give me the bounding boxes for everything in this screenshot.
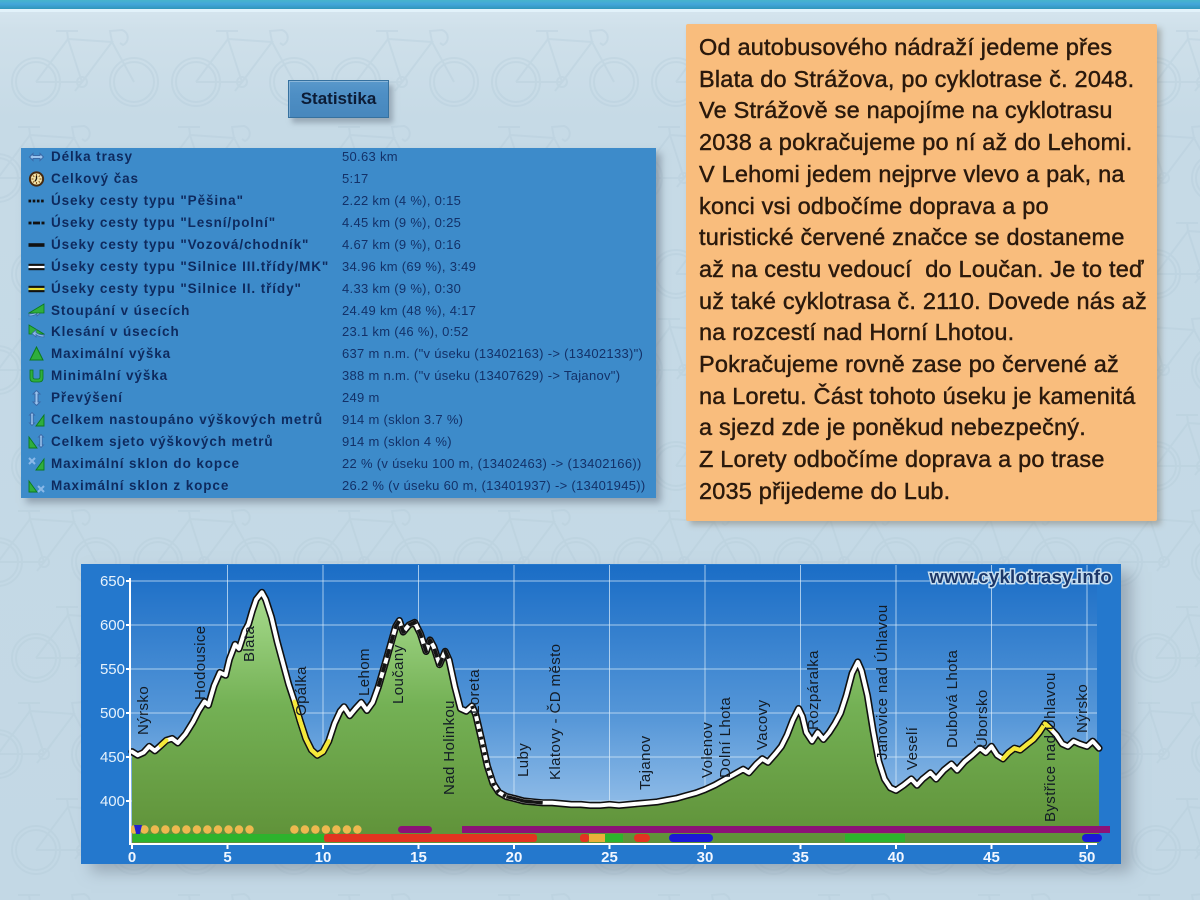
svg-text:Klatovy - ČD město: Klatovy - ČD město xyxy=(547,644,564,780)
svg-text:Lehom: Lehom xyxy=(356,648,373,696)
svg-text:40: 40 xyxy=(888,849,905,864)
svg-text:Tajanov: Tajanov xyxy=(637,735,654,790)
svg-text:Dolní Lhota: Dolní Lhota xyxy=(717,697,734,778)
svg-text:400: 400 xyxy=(100,793,125,810)
svg-text:30: 30 xyxy=(697,849,714,864)
svg-text:Hodousice: Hodousice xyxy=(192,626,209,700)
svg-text:Dubová Lhota: Dubová Lhota xyxy=(944,650,961,748)
svg-text:Rozpáralka: Rozpáralka xyxy=(805,650,822,730)
svg-text:Opálka: Opálka xyxy=(293,666,310,716)
svg-text:Loreta: Loreta xyxy=(466,669,483,714)
svg-text:Úborsko: Úborsko xyxy=(974,689,991,748)
svg-text:Nad Holinkou: Nad Holinkou xyxy=(441,700,458,795)
svg-text:5: 5 xyxy=(223,849,231,864)
svg-text:650: 650 xyxy=(100,573,125,590)
svg-text:Bystřice nad Úhlavou: Bystřice nad Úhlavou xyxy=(1042,672,1059,822)
svg-text:10: 10 xyxy=(315,849,332,864)
svg-text:Nýrsko: Nýrsko xyxy=(1074,684,1091,733)
svg-text:45: 45 xyxy=(983,849,1000,864)
svg-text:600: 600 xyxy=(100,617,125,634)
svg-text:20: 20 xyxy=(506,849,523,864)
svg-text:Veselí: Veselí xyxy=(904,726,921,770)
svg-text:35: 35 xyxy=(792,849,809,864)
svg-text:Blata: Blata xyxy=(241,626,258,662)
svg-text:Luby: Luby xyxy=(515,743,532,777)
svg-text:Vacovy: Vacovy xyxy=(754,699,771,750)
svg-text:Loučany: Loučany xyxy=(390,644,407,704)
svg-text:550: 550 xyxy=(100,661,125,678)
svg-text:www.cyklotrasy.info: www.cyklotrasy.info xyxy=(928,566,1112,587)
svg-text:Volenov: Volenov xyxy=(699,722,716,778)
svg-text:25: 25 xyxy=(601,849,618,864)
svg-text:15: 15 xyxy=(410,849,427,864)
svg-text:Janovice nad Úhlavou: Janovice nad Úhlavou xyxy=(874,604,891,760)
svg-text:50: 50 xyxy=(1079,849,1096,864)
svg-text:450: 450 xyxy=(100,749,125,766)
svg-text:0: 0 xyxy=(128,849,136,864)
svg-text:Nýrsko: Nýrsko xyxy=(135,686,152,735)
svg-text:500: 500 xyxy=(100,705,125,722)
